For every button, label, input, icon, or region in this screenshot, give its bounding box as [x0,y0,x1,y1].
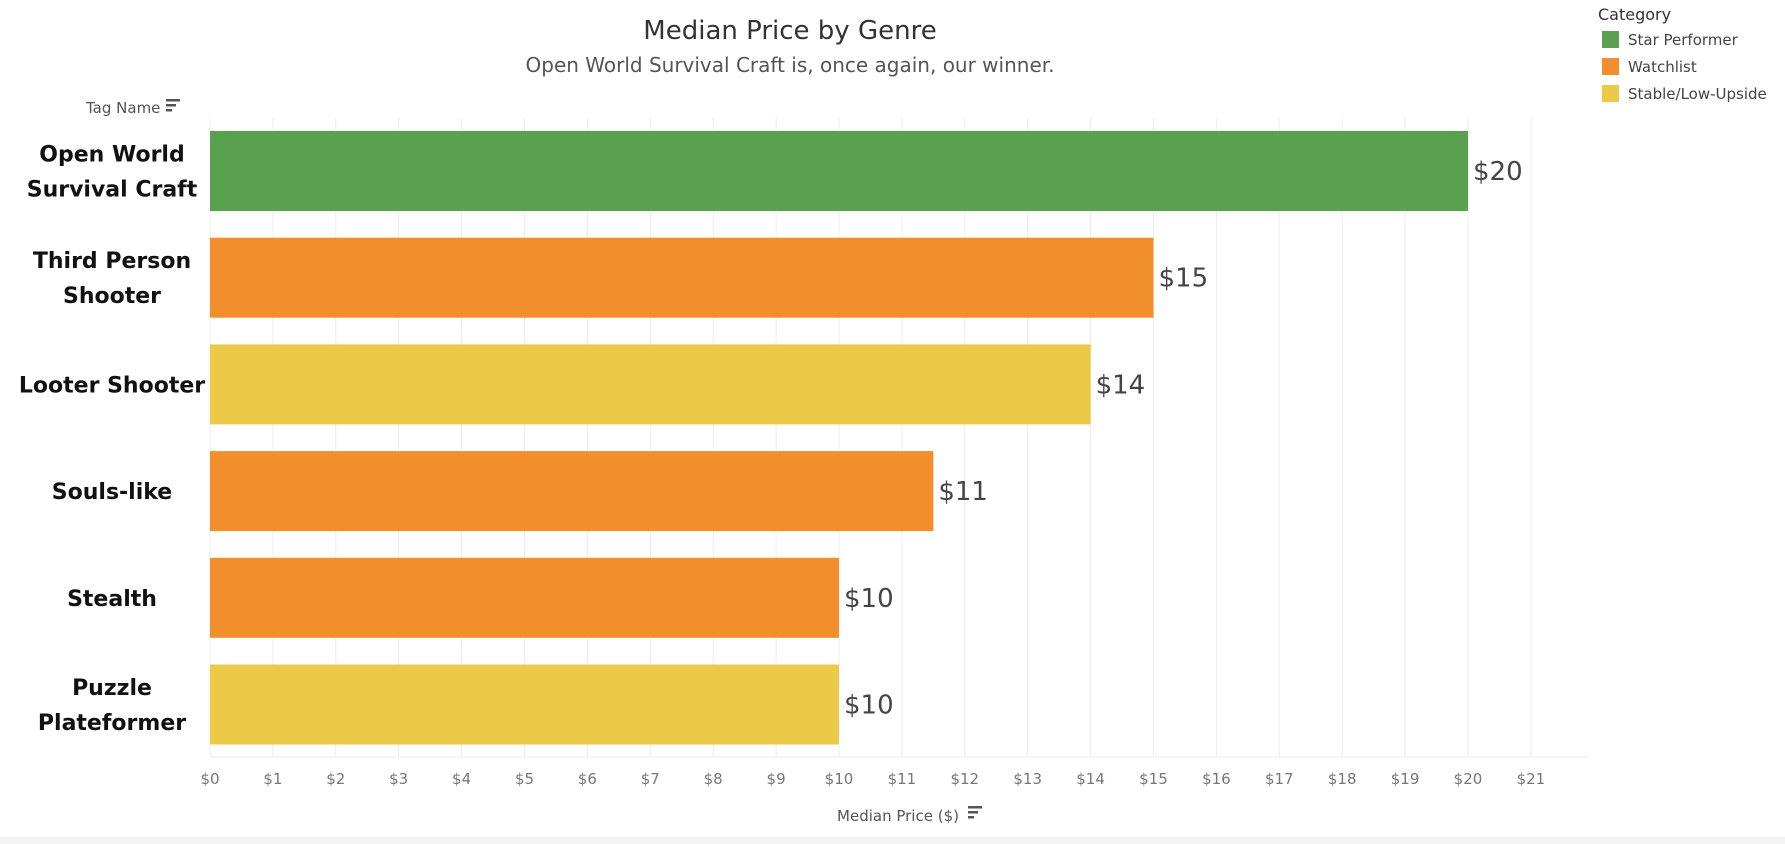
legend-item[interactable]: Star Performer [1602,31,1739,49]
chart-subtitle: Open World Survival Craft is, once again… [526,53,1055,77]
x-tick-label: $6 [578,770,597,788]
data-label: $15 [1159,264,1209,294]
sort-icon[interactable] [166,99,180,112]
y-axis-title: Tag Name [85,99,160,117]
category-label: Third Person Shooter [33,249,191,309]
legend-items: Star Performer Watchlist Stable/Low-Upside [1602,31,1767,103]
bar[interactable] [210,131,1468,211]
category-label: Stealth [67,587,157,612]
x-tick-label: $13 [1013,770,1042,788]
bar[interactable] [210,344,1091,425]
data-label: $20 [1473,157,1523,187]
category-labels: Open World Survival Craft Third Person Shoo… [19,143,205,737]
x-tick-label: $18 [1328,770,1357,788]
y-axis-title-group[interactable]: Tag Name [85,99,180,117]
category-label-line: Shooter [63,284,161,309]
data-labels: $20 $15 $14 $11 $10 $10 [844,157,1523,721]
category-label-line: Third Person [33,249,191,274]
legend-label: Star Performer [1628,31,1739,49]
data-label: $10 [844,584,894,614]
category-label: Looter Shooter [19,373,205,398]
x-tick-label: $20 [1454,770,1483,788]
data-label: $14 [1096,370,1146,400]
x-axis-title: Median Price ($) [837,807,959,825]
x-tick-label: $9 [767,770,786,788]
x-tick-label: $8 [704,770,723,788]
category-label-line: Stealth [67,587,157,612]
category-label-line: Plateformer [38,711,186,736]
category-label: Open World Survival Craft [27,143,198,203]
bar[interactable] [210,557,839,638]
x-tick-label: $12 [950,770,979,788]
x-tick-label: $3 [389,770,408,788]
legend: Category Star Performer Watchlist Stable/L… [1598,5,1767,103]
x-tick-label: $0 [200,770,219,788]
bottom-scrollbar-track [0,837,1785,844]
x-tick-label: $14 [1076,770,1105,788]
x-tick-label: $11 [888,770,917,788]
category-label-line: Puzzle [72,676,152,701]
bars [210,131,1468,745]
legend-swatch [1602,58,1619,75]
legend-swatch [1602,85,1619,102]
bar[interactable] [210,664,839,745]
bar[interactable] [210,451,934,532]
category-label-line: Looter Shooter [19,373,205,398]
sort-icon[interactable] [968,806,982,819]
x-tick-label: $2 [326,770,345,788]
category-label: Souls-like [52,480,172,505]
chart-title: Median Price by Genre [643,16,936,46]
legend-swatch [1602,31,1619,48]
x-tick-label: $15 [1139,770,1168,788]
data-label: $10 [844,691,894,721]
x-tick-label: $4 [452,770,471,788]
x-tick-label: $21 [1517,770,1546,788]
x-tick-label: $16 [1202,770,1231,788]
category-label: Puzzle Plateformer [38,676,186,736]
x-tick-label: $5 [515,770,534,788]
legend-title: Category [1598,5,1671,24]
x-tick-label: $10 [825,770,854,788]
x-tick-label: $19 [1391,770,1420,788]
category-label-line: Open World [39,143,184,168]
legend-label: Stable/Low-Upside [1628,85,1767,103]
legend-item[interactable]: Watchlist [1602,58,1697,76]
category-label-line: Souls-like [52,480,172,505]
x-axis-title-group[interactable]: Median Price ($) [837,806,982,825]
legend-label: Watchlist [1628,58,1697,76]
bar[interactable] [210,237,1154,318]
gridlines [209,118,1588,758]
x-tick-label: $1 [263,770,282,788]
data-label: $11 [938,477,988,507]
x-axis-ticks: $0 $1 $2 $3 $4 $5 $6 $7 $8 $9 $10 $11 $12 $13 $14 $15 $1… [200,770,1545,788]
x-tick-label: $7 [641,770,660,788]
legend-item[interactable]: Stable/Low-Upside [1602,85,1767,103]
category-label-line: Survival Craft [27,178,198,203]
x-tick-label: $17 [1265,770,1294,788]
